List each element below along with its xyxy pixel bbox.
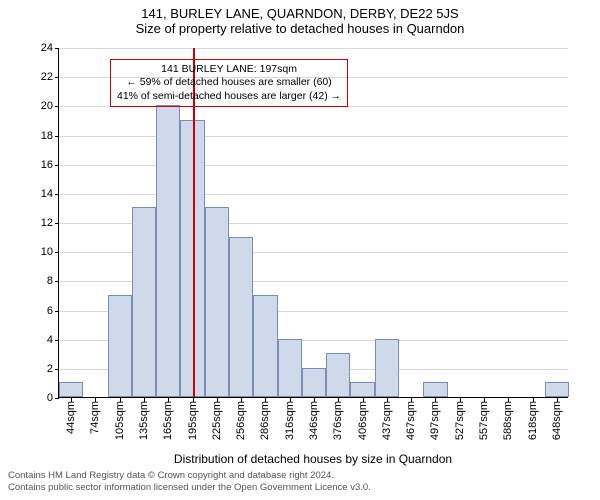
ytick-label: 6: [47, 305, 53, 317]
xtick-mark: [363, 398, 364, 402]
xtick-mark: [435, 398, 436, 402]
xtick-label: 44sqm: [65, 401, 77, 434]
xtick-label: 406sqm: [357, 401, 369, 440]
xtick-mark: [217, 398, 218, 402]
chart-area: 02468101214161820222444sqm74sqm105sqm135…: [58, 48, 568, 398]
gridline: [59, 48, 568, 49]
xtick-mark: [144, 398, 145, 402]
xtick-label: 648sqm: [551, 401, 563, 440]
gridline: [59, 194, 568, 195]
histogram-bar: [229, 237, 253, 397]
gridline: [59, 136, 568, 137]
xtick-label: 346sqm: [308, 401, 320, 440]
ytick-label: 10: [41, 246, 53, 258]
ytick-mark: [55, 311, 59, 312]
ytick-mark: [55, 340, 59, 341]
xtick-label: 105sqm: [114, 401, 126, 440]
histogram-bar: [326, 353, 350, 397]
xtick-mark: [533, 398, 534, 402]
xtick-mark: [95, 398, 96, 402]
xtick-label: 225sqm: [211, 401, 223, 440]
ytick-mark: [55, 252, 59, 253]
histogram-bar: [156, 105, 180, 397]
xtick-label: 437sqm: [381, 401, 393, 440]
histogram-bar: [350, 382, 374, 397]
ytick-label: 24: [41, 42, 53, 54]
xtick-mark: [508, 398, 509, 402]
x-axis-label: Distribution of detached houses by size …: [58, 452, 568, 466]
histogram-bar: [375, 339, 399, 397]
xtick-mark: [265, 398, 266, 402]
title-line1: 141, BURLEY LANE, QUARNDON, DERBY, DE22 …: [0, 0, 600, 21]
footer-line1: Contains HM Land Registry data © Crown c…: [8, 470, 371, 482]
ytick-mark: [55, 194, 59, 195]
xtick-mark: [241, 398, 242, 402]
annotation-box: 141 BURLEY LANE: 197sqm← 59% of detached…: [110, 59, 348, 108]
chart-container: 141, BURLEY LANE, QUARNDON, DERBY, DE22 …: [0, 0, 600, 500]
annotation-line2: ← 59% of detached houses are smaller (60…: [117, 76, 341, 90]
ytick-label: 16: [41, 159, 53, 171]
xtick-mark: [411, 398, 412, 402]
xtick-mark: [314, 398, 315, 402]
xtick-label: 557sqm: [478, 401, 490, 440]
annotation-line1: 141 BURLEY LANE: 197sqm: [117, 63, 341, 77]
xtick-label: 165sqm: [162, 401, 174, 440]
xtick-mark: [168, 398, 169, 402]
ytick-mark: [55, 48, 59, 49]
xtick-label: 618sqm: [527, 401, 539, 440]
xtick-mark: [460, 398, 461, 402]
ytick-mark: [55, 165, 59, 166]
xtick-label: 74sqm: [89, 401, 101, 434]
histogram-bar: [278, 339, 302, 397]
histogram-bar: [302, 368, 326, 397]
xtick-label: 467sqm: [405, 401, 417, 440]
xtick-mark: [338, 398, 339, 402]
ytick-label: 20: [41, 100, 53, 112]
xtick-mark: [71, 398, 72, 402]
gridline: [59, 165, 568, 166]
annotation-line3: 41% of semi-detached houses are larger (…: [117, 90, 341, 104]
histogram-bar: [108, 295, 132, 397]
xtick-label: 195sqm: [187, 401, 199, 440]
xtick-mark: [120, 398, 121, 402]
ytick-label: 4: [47, 334, 53, 346]
ytick-label: 18: [41, 130, 53, 142]
histogram-bar: [253, 295, 277, 397]
ytick-label: 8: [47, 275, 53, 287]
ytick-mark: [55, 398, 59, 399]
xtick-mark: [387, 398, 388, 402]
xtick-label: 286sqm: [259, 401, 271, 440]
xtick-label: 588sqm: [502, 401, 514, 440]
histogram-bar: [205, 207, 229, 397]
histogram-bar: [132, 207, 156, 397]
ytick-label: 0: [47, 392, 53, 404]
ytick-label: 2: [47, 363, 53, 375]
title-line2: Size of property relative to detached ho…: [0, 21, 600, 36]
plot-region: 02468101214161820222444sqm74sqm105sqm135…: [58, 48, 568, 398]
histogram-bar: [545, 382, 569, 397]
ytick-mark: [55, 281, 59, 282]
xtick-label: 316sqm: [284, 401, 296, 440]
xtick-mark: [193, 398, 194, 402]
footer-line2: Contains public sector information licen…: [8, 482, 371, 494]
ytick-mark: [55, 77, 59, 78]
footer-attribution: Contains HM Land Registry data © Crown c…: [8, 470, 371, 494]
ytick-label: 22: [41, 71, 53, 83]
ytick-label: 12: [41, 217, 53, 229]
xtick-label: 527sqm: [454, 401, 466, 440]
ytick-label: 14: [41, 188, 53, 200]
ytick-mark: [55, 223, 59, 224]
xtick-label: 256sqm: [235, 401, 247, 440]
histogram-bar: [59, 382, 83, 397]
xtick-label: 497sqm: [429, 401, 441, 440]
xtick-mark: [290, 398, 291, 402]
ytick-mark: [55, 136, 59, 137]
xtick-mark: [484, 398, 485, 402]
xtick-mark: [557, 398, 558, 402]
xtick-label: 135sqm: [138, 401, 150, 440]
ytick-mark: [55, 369, 59, 370]
ytick-mark: [55, 106, 59, 107]
xtick-label: 376sqm: [332, 401, 344, 440]
histogram-bar: [423, 382, 447, 397]
